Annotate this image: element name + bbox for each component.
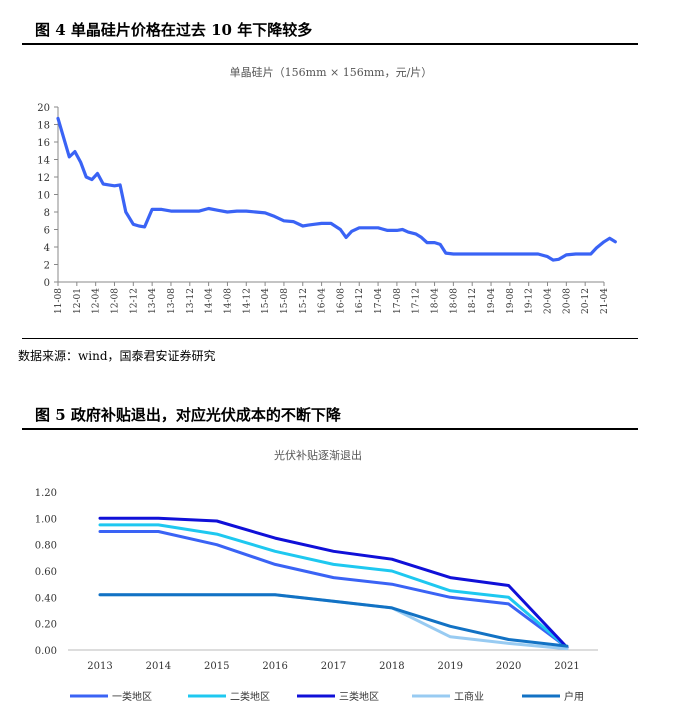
x-tick-label: 11-08 — [54, 288, 64, 314]
x-tick-label: 2016 — [262, 661, 287, 672]
legend-label: 一类地区 — [112, 690, 152, 703]
y-tick-label: 18 — [37, 121, 50, 132]
chart-title: 光伏补贴逐渐退出 — [274, 448, 362, 462]
x-tick-label: 21-04 — [600, 288, 610, 314]
y-tick-label: 20 — [37, 103, 50, 114]
x-tick-label: 17-08 — [393, 288, 403, 314]
x-tick-label: 2013 — [87, 661, 112, 672]
x-tick-label: 2017 — [321, 661, 346, 672]
y-tick-label: 0.60 — [35, 567, 57, 578]
pv-subsidy-chart: 光伏补贴逐渐退出 0.00 0.20 0.40 0.60 0.80 1.00 1.20 2013… — [35, 448, 598, 703]
x-tick-label: 12-04 — [92, 288, 102, 314]
legend-label: 工商业 — [454, 690, 484, 703]
y-tick-label: 8 — [44, 208, 50, 219]
x-tick-label: 18-12 — [468, 288, 478, 314]
legend-label: 户用 — [564, 690, 584, 703]
x-tick-label: 18-08 — [449, 288, 459, 314]
y-tick-label: 0.80 — [35, 541, 57, 552]
x-tick-label: 2021 — [554, 661, 579, 672]
y-tick-label: 12 — [37, 173, 50, 184]
x-tick-label: 19-04 — [487, 288, 497, 314]
y-tick-label: 0.00 — [35, 646, 57, 657]
series-line — [98, 593, 569, 648]
x-tick-label: 20-08 — [562, 288, 572, 314]
x-tick-label: 14-04 — [205, 288, 215, 314]
y-tick-label: 2 — [44, 261, 50, 272]
x-tick-label: 12-08 — [110, 288, 120, 314]
x-tick-label: 2018 — [379, 661, 404, 672]
x-tick-label: 12-01 — [73, 288, 83, 314]
y-tick-label: 14 — [37, 156, 50, 167]
x-tick-label: 12-12 — [129, 288, 139, 314]
series-line — [98, 523, 569, 649]
x-tick-label: 13-08 — [167, 288, 177, 314]
y-tick-label: 16 — [37, 138, 50, 149]
y-tick-label: 4 — [44, 243, 50, 254]
x-tick-label: 15-08 — [280, 288, 290, 314]
y-tick-label: 0 — [44, 278, 50, 289]
y-tick-label: 0.20 — [35, 620, 57, 631]
x-tick-label: 14-08 — [223, 288, 233, 314]
series-line — [98, 516, 569, 649]
y-tick-label: 10 — [37, 191, 50, 202]
x-tick-label: 19-08 — [506, 288, 516, 314]
x-tick-label: 16-04 — [318, 288, 328, 314]
y-tick-label: 0.40 — [35, 593, 57, 604]
figure-4-source-note: 数据来源：wind，国泰君安证券研究 — [18, 349, 216, 363]
x-tick-label: 15-04 — [261, 288, 271, 314]
legend-label: 二类地区 — [230, 690, 270, 703]
y-tick-label: 1.20 — [35, 488, 57, 499]
figure-5-heading: 图 5 政府补贴退出，对应光伏成本的不断下降 — [35, 406, 341, 424]
price-line — [56, 116, 617, 262]
figure-4-heading: 图 4 单晶硅片价格在过去 10 年下降较多 — [35, 21, 313, 39]
x-tick-label: 2014 — [146, 661, 171, 672]
figure-4-top-rule — [22, 43, 638, 45]
x-tick-label: 13-04 — [148, 288, 158, 314]
x-tick-label: 17-04 — [374, 288, 384, 314]
legend-label: 三类地区 — [339, 690, 379, 703]
x-tick-label: 2020 — [496, 661, 521, 672]
figure-5-top-rule — [22, 428, 638, 430]
x-tick-label: 16-12 — [355, 288, 365, 314]
x-tick-label: 17-12 — [412, 288, 422, 314]
x-tick-label: 16-08 — [336, 288, 346, 314]
x-tick-label: 19-12 — [525, 288, 535, 314]
x-tick-label: 14-12 — [242, 288, 252, 314]
x-tick-label: 13-12 — [186, 288, 196, 314]
y-tick-label: 6 — [44, 226, 50, 237]
silicon-wafer-price-chart: 单晶硅片（156mm × 156mm，元/片） 0 2 4 6 8 10 12 14 16 18 20… — [37, 66, 617, 314]
x-tick-label: 2015 — [204, 661, 229, 672]
series-line — [98, 530, 569, 649]
figure-4-bottom-rule — [22, 338, 638, 339]
x-tick-label: 20-12 — [581, 288, 591, 314]
y-tick-label: 1.00 — [35, 514, 57, 525]
x-tick-label: 18-04 — [431, 288, 441, 314]
x-tick-label: 2019 — [438, 661, 463, 672]
x-tick-label: 15-12 — [299, 288, 309, 314]
chart-title: 单晶硅片（156mm × 156mm，元/片） — [230, 66, 433, 79]
x-tick-label: 20-04 — [544, 288, 554, 314]
